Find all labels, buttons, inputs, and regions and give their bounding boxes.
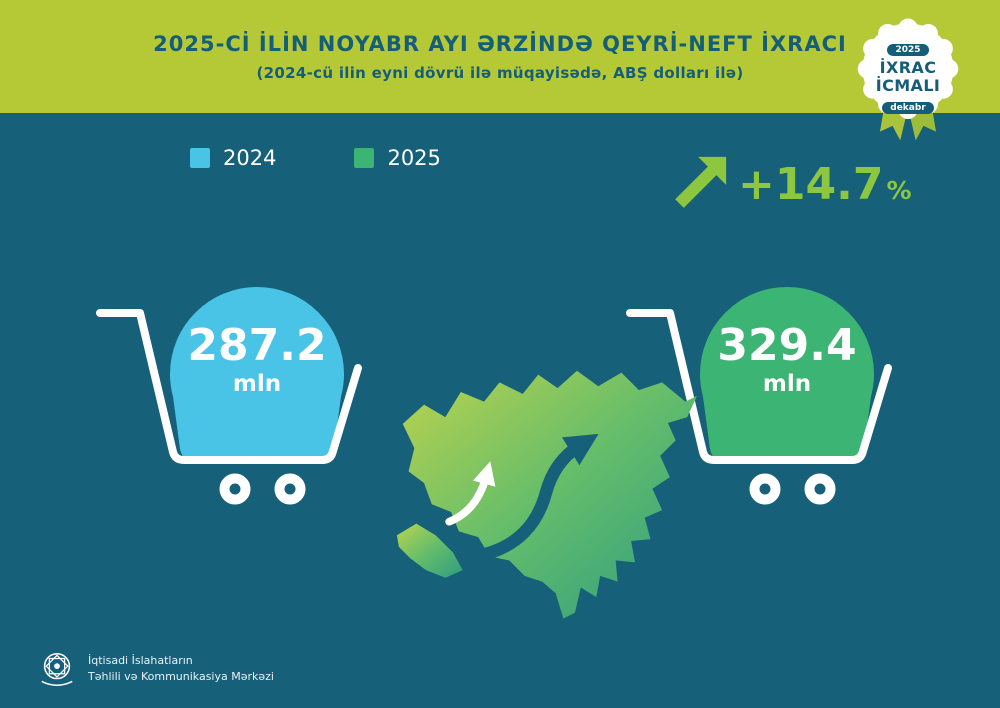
legend-item-2025: 2025 [354, 146, 441, 170]
shopping-cart-icon [626, 287, 892, 505]
organization-name-line1: İqtisadi İslahatların [88, 653, 193, 667]
page-subtitle: (2024-cü ilin eyni dövrü ilə müqayisədə,… [256, 63, 744, 82]
growth-indicator: +14.7 % [672, 156, 912, 212]
badge-title-line2: İCMALI [875, 75, 941, 95]
growth-text: +14.7 % [738, 159, 912, 210]
large-export-arrow [468, 433, 599, 563]
organization-emblem-icon [41, 652, 73, 686]
rosette-badge: 2025 İXRAC İCMALI dekabr [850, 12, 966, 144]
growth-value: +14.7 [738, 158, 884, 210]
value-2024: 287.2 mln [172, 320, 342, 398]
badge-title-line1: İXRAC [879, 58, 937, 77]
growth-percent-sign: % [886, 175, 912, 205]
value-2025-amount: 329.4 [717, 320, 857, 371]
legend-label-2024: 2024 [223, 146, 277, 170]
page-title: 2025-Cİ İLİN NOYABR AYI ƏRZİNDƏ QEYRİ-NE… [153, 31, 847, 56]
header-banner: 2025-Cİ İLİN NOYABR AYI ƏRZİNDƏ QEYRİ-NE… [0, 0, 1000, 113]
azerbaijan-map-icon [396, 370, 697, 619]
arrow-up-right-icon [675, 156, 727, 208]
cart-2024: 287.2 mln [92, 283, 377, 518]
azerbaijan-map [385, 332, 705, 632]
legend: 2024 2025 [190, 146, 441, 170]
badge-month: dekabr [882, 101, 934, 114]
value-2025-unit: mln [762, 371, 812, 398]
organization-name: İqtisadi İslahatların Təhlili və Kommuni… [88, 653, 274, 686]
rosette-text: 2025 İXRAC İCMALI dekabr [850, 37, 966, 114]
footer: İqtisadi İslahatların Təhlili və Kommuni… [36, 648, 274, 690]
legend-swatch-2024 [190, 148, 210, 168]
shopping-cart-icon [96, 287, 362, 505]
small-export-arrow [445, 461, 496, 526]
legend-label-2025: 2025 [387, 146, 441, 170]
cart-2025: 329.4 mln [622, 283, 907, 518]
value-2025: 329.4 mln [702, 320, 872, 398]
legend-swatch-2025 [354, 148, 375, 168]
value-2024-amount: 287.2 [187, 320, 327, 371]
badge-year: 2025 [887, 44, 929, 56]
legend-item-2024: 2024 [190, 146, 276, 170]
value-2024-unit: mln [232, 371, 282, 398]
organization-name-line2: Təhlili və Kommunikasiya Mərkəzi [88, 670, 274, 683]
